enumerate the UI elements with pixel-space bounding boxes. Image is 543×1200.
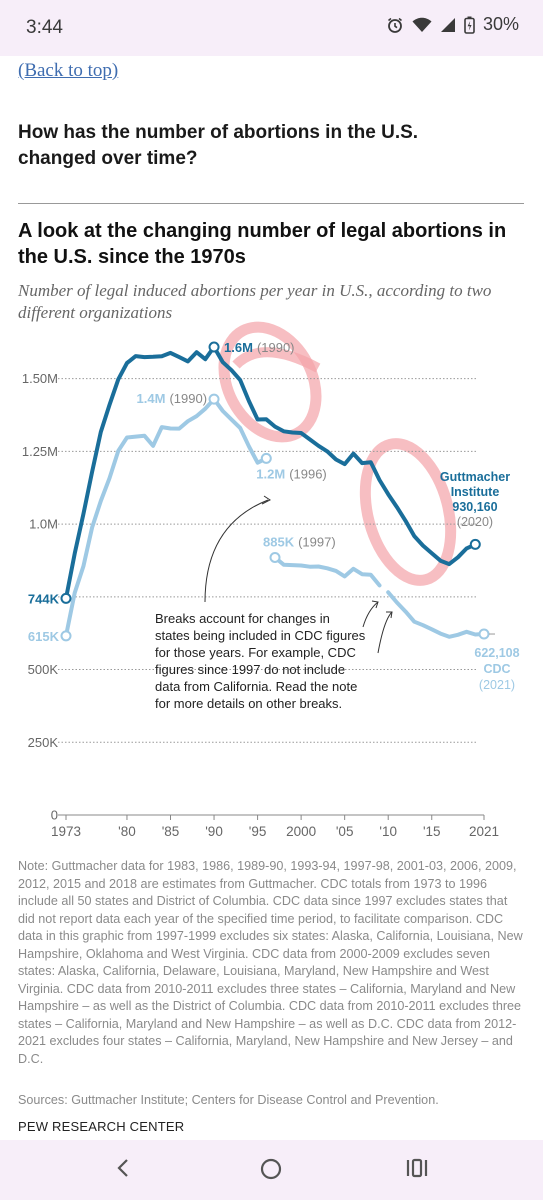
breaks-note-line: for those years. For example, CDC <box>155 645 356 660</box>
guttmacher-peak-label: 1.6M (1990) <box>224 340 294 355</box>
cdc-1997-value: 885K <box>263 534 295 549</box>
chart-title: A look at the changing number of legal a… <box>18 218 518 270</box>
y-tick-label: 1.0M <box>29 517 58 532</box>
organization-credit: PEW RESEARCH CENTER <box>18 1119 184 1134</box>
cdc-line <box>388 592 484 637</box>
clock: 3:44 <box>26 17 63 39</box>
x-tick-label: '10 <box>379 824 397 839</box>
y-tick-label: 1.50M <box>22 371 58 386</box>
x-tick-label: '15 <box>423 824 441 839</box>
breaks-annotation: Breaks account for changes in states bein… <box>155 496 392 711</box>
y-tick-label: 1.25M <box>22 444 58 459</box>
battery-percent: 30% <box>483 14 519 35</box>
cdc-line <box>275 558 380 586</box>
x-tick-label: '05 <box>336 824 354 839</box>
y-tick-label: 500K <box>28 662 59 677</box>
cdc-end-point <box>480 630 489 639</box>
cdc-end-name: CDC <box>483 662 510 676</box>
guttmacher-start-label: 744K <box>28 591 60 606</box>
status-bar: 3:44 30% <box>0 0 543 56</box>
guttmacher-peak-value: 1.6M <box>224 340 253 355</box>
cdc-start-point <box>62 631 71 640</box>
cdc-1997-point <box>271 553 280 562</box>
cdc-end-year: (2021) <box>479 678 515 692</box>
guttmacher-peak-year: (1990) <box>257 340 295 355</box>
series-lines <box>62 343 489 641</box>
section-heading: How has the number of abortions in the U… <box>18 120 498 172</box>
arrow-to-2011-break <box>378 612 392 653</box>
cdc-1996-year: (1996) <box>289 466 327 481</box>
cdc-1996-value: 1.2M <box>256 466 285 481</box>
arrow-to-1996-break <box>205 500 268 602</box>
guttmacher-end-name: Institute <box>451 485 500 499</box>
cdc-peak-value: 1.4M <box>137 391 166 406</box>
guttmacher-start-point <box>62 594 71 603</box>
gridlines: 0 250K 500K 1.0M 1.25M 1.50M <box>22 371 484 822</box>
arrow-head <box>262 496 270 504</box>
back-icon[interactable] <box>112 1157 134 1184</box>
y-tick-label: 250K <box>28 735 59 750</box>
breaks-note-line: figures since 1997 do not include <box>155 662 345 677</box>
abortions-line-chart: 0 250K 500K 1.0M 1.25M 1.50M 1973 '80 '85 '90 '95… <box>0 320 543 850</box>
x-tick-label: 1973 <box>51 824 81 839</box>
chart-note: Note: Guttmacher data for 1983, 1986, 19… <box>18 858 526 1068</box>
cdc-line <box>66 399 266 636</box>
recents-icon[interactable] <box>405 1157 429 1184</box>
navigation-bar <box>0 1140 543 1200</box>
cdc-start-label: 615K <box>28 629 60 644</box>
chart-sources: Sources: Guttmacher Institute; Centers f… <box>18 1093 439 1107</box>
guttmacher-end-value: 930,160 <box>452 500 497 514</box>
x-tick-label: 2000 <box>286 824 316 839</box>
x-tick-label: 2021 <box>469 824 499 839</box>
cdc-peak-point <box>210 395 219 404</box>
cdc-1996-label: 1.2M (1996) <box>256 466 326 481</box>
signal-icon <box>440 17 456 33</box>
cdc-1997-year: (1997) <box>298 534 336 549</box>
x-axis: 1973 '80 '85 '90 '95 2000 '05 '10 '15 2021 <box>51 815 499 839</box>
breaks-note-line: states being included in CDC figures <box>155 628 366 643</box>
status-icons: 30% <box>386 14 519 35</box>
cdc-peak-label: 1.4M (1990) <box>137 391 207 406</box>
breaks-note-line: data from California. Read the note <box>155 679 357 694</box>
cdc-end-value: 622,108 <box>474 646 519 660</box>
home-icon[interactable] <box>259 1157 283 1186</box>
guttmacher-end-year: (2020) <box>457 515 493 529</box>
alarm-icon <box>386 16 404 34</box>
battery-icon <box>464 16 475 34</box>
x-tick-label: '80 <box>118 824 136 839</box>
x-tick-label: '90 <box>205 824 223 839</box>
arrow-to-2009-break <box>363 602 378 627</box>
breaks-note-line: Breaks account for changes in <box>155 611 330 626</box>
guttmacher-end-name: Guttmacher <box>440 470 510 484</box>
cdc-1997-label: 885K (1997) <box>263 534 336 549</box>
x-tick-label: '95 <box>249 824 267 839</box>
cdc-peak-year: (1990) <box>169 391 207 406</box>
back-to-top-link[interactable]: (Back to top) <box>18 60 118 82</box>
cdc-1996-point <box>262 454 271 463</box>
divider <box>18 203 524 204</box>
y-tick-label: 0 <box>51 808 58 823</box>
guttmacher-end-point <box>471 540 480 549</box>
breaks-note-line: for more details on other breaks. <box>155 696 342 711</box>
highlight-circle-2 <box>351 434 465 590</box>
chart-subtitle: Number of legal induced abortions per ye… <box>18 280 518 324</box>
wifi-icon <box>412 17 432 33</box>
x-tick-label: '85 <box>162 824 180 839</box>
guttmacher-peak-point <box>210 343 219 352</box>
